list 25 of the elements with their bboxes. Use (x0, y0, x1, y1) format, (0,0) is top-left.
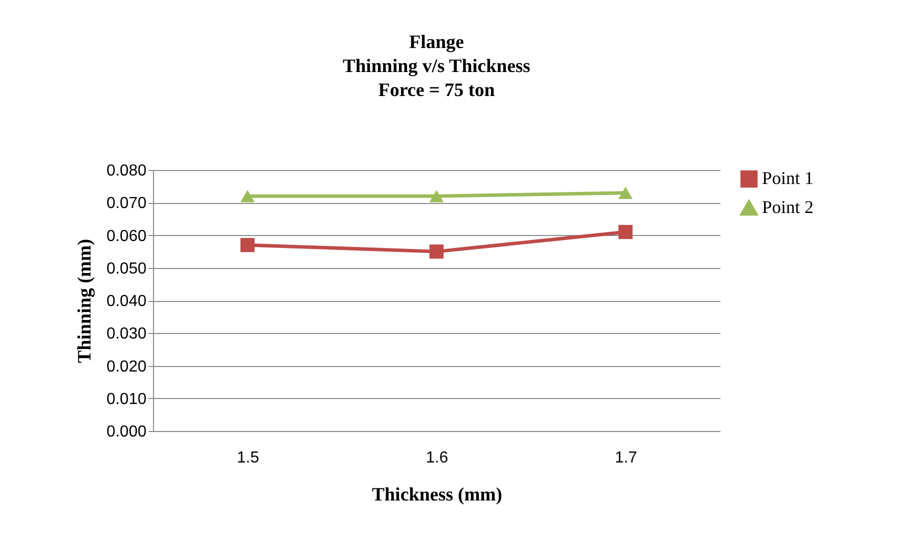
y-tick-label: 0.000 (106, 424, 147, 440)
y-tick-label: 0.040 (106, 293, 147, 310)
text: Force = 75 ton (378, 80, 495, 101)
y-tick-label: 0.060 (106, 228, 147, 245)
text: Flange (409, 32, 464, 53)
x-tick-label: 1.7 (614, 450, 638, 466)
point (240, 238, 255, 252)
point (429, 244, 444, 259)
text: Thinning v/s Thickness (342, 56, 530, 77)
legend-label: Point 1 (762, 168, 814, 188)
y-tick-label: 0.020 (106, 358, 147, 376)
point (240, 190, 255, 202)
y-tick-label: 0.080 (106, 162, 147, 180)
x-axis-title: Thickness (mm) (372, 484, 502, 506)
point (429, 190, 444, 202)
legend-label: Point 2 (762, 197, 814, 217)
x-tick-label: 1.5 (236, 450, 260, 466)
y-tick-label: 0.070 (106, 195, 147, 212)
y-axis-title: Thinning (mm) (74, 238, 96, 364)
y-tick-label: 0.010 (106, 390, 147, 408)
y-tick-label: 0.030 (106, 326, 147, 343)
point (618, 224, 633, 240)
x-tick-label: 1.6 (426, 450, 448, 466)
point (618, 186, 633, 199)
y-tick-label: 0.050 (106, 260, 147, 278)
